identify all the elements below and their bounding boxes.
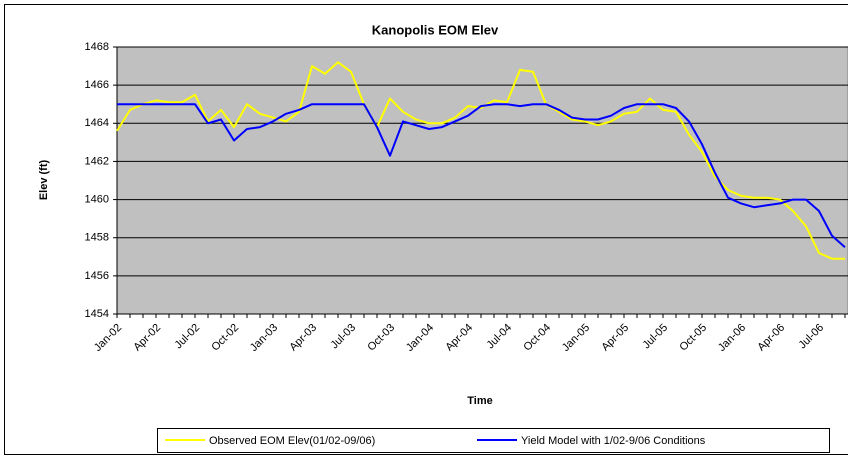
plot-area [117,47,848,314]
x-axis-label: Time [467,395,492,407]
y-tick-label: 1462 [85,155,109,167]
y-tick-label: 1460 [85,193,109,205]
y-tick-label: 1456 [85,270,109,282]
chart-title: Kanopolis EOM Elev [372,22,499,37]
y-tick-label: 1464 [85,117,109,129]
y-tick-label: 1454 [85,308,109,320]
legend-label: Observed EOM Elev(01/02-09/06) [209,435,375,447]
legend-label: Yield Model with 1/02-9/06 Conditions [521,435,706,447]
y-axis-label: Elev (ft) [38,159,50,200]
y-tick-label: 1468 [85,41,109,53]
y-tick-label: 1466 [85,79,109,91]
y-tick-label: 1458 [85,232,109,244]
